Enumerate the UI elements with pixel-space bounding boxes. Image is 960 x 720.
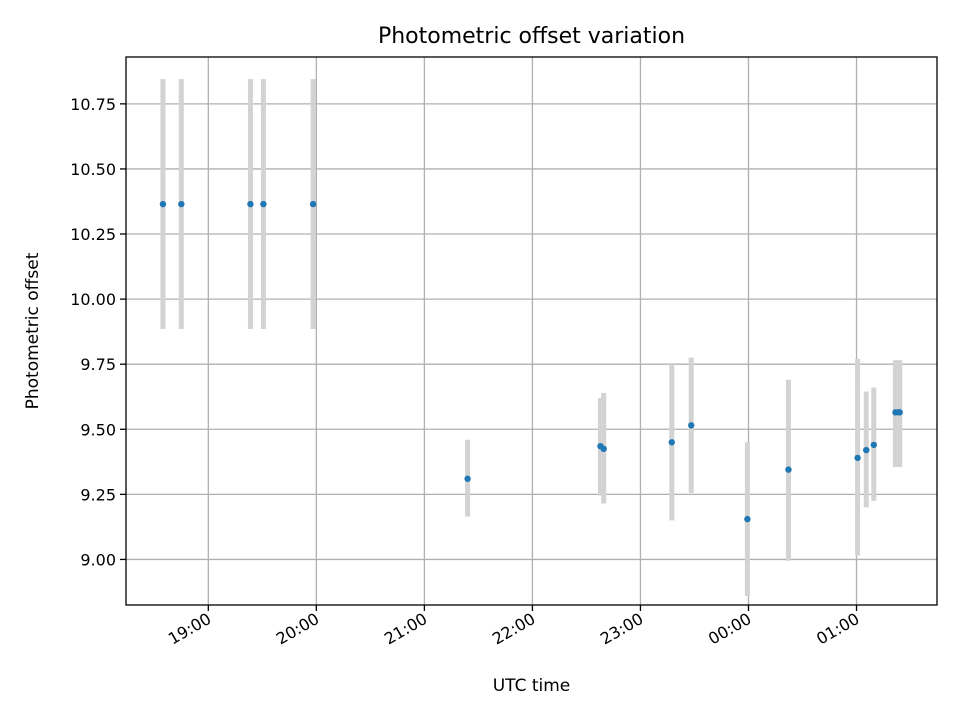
data-point [178, 200, 185, 208]
data-point [668, 439, 675, 446]
y-axis-label: Photometric offset [23, 252, 43, 409]
data-point [464, 475, 471, 482]
chart-title: Photometric offset variation [378, 24, 685, 49]
x-tick-label: 19:00 [165, 609, 214, 649]
y-tick-label: 10.00 [70, 290, 116, 309]
data-point [863, 446, 870, 454]
x-axis-label: UTC time [493, 676, 571, 696]
y-tick-label: 10.25 [70, 225, 116, 244]
data-point [785, 466, 792, 473]
x-tick-label: 00:00 [705, 609, 754, 649]
x-tick-label: 20:00 [273, 609, 322, 649]
y-tick-label: 9.50 [80, 420, 116, 439]
data-point [854, 454, 861, 462]
grid [126, 57, 937, 605]
data-point [870, 441, 878, 449]
y-tick-label: 9.25 [80, 485, 116, 504]
data-point [896, 409, 903, 416]
y-tick-label: 10.50 [70, 160, 116, 179]
x-tick-label: 01:00 [813, 609, 862, 649]
data-point [688, 422, 695, 429]
plot-frame [125, 56, 938, 606]
data-points [159, 200, 903, 523]
data-point [260, 200, 267, 208]
x-tick-label: 21:00 [381, 609, 430, 649]
y-axis-ticks: 9.00 9.25 9.50 9.75 10.00 10.25 10.50 10.75 [70, 95, 126, 569]
error-bars [160, 79, 903, 596]
data-point [744, 515, 751, 523]
x-tick-label: 23:00 [597, 609, 646, 649]
data-point [600, 445, 607, 453]
data-point [309, 200, 317, 208]
x-axis-ticks: 19:00 20:00 21:00 22:00 23:00 00:00 01:00 [165, 605, 863, 649]
y-tick-label: 9.00 [80, 550, 116, 569]
data-point [247, 200, 254, 208]
x-tick-label: 22:00 [489, 609, 538, 649]
data-point [159, 200, 167, 208]
y-tick-label: 9.75 [80, 355, 116, 374]
y-tick-label: 10.75 [70, 95, 116, 114]
